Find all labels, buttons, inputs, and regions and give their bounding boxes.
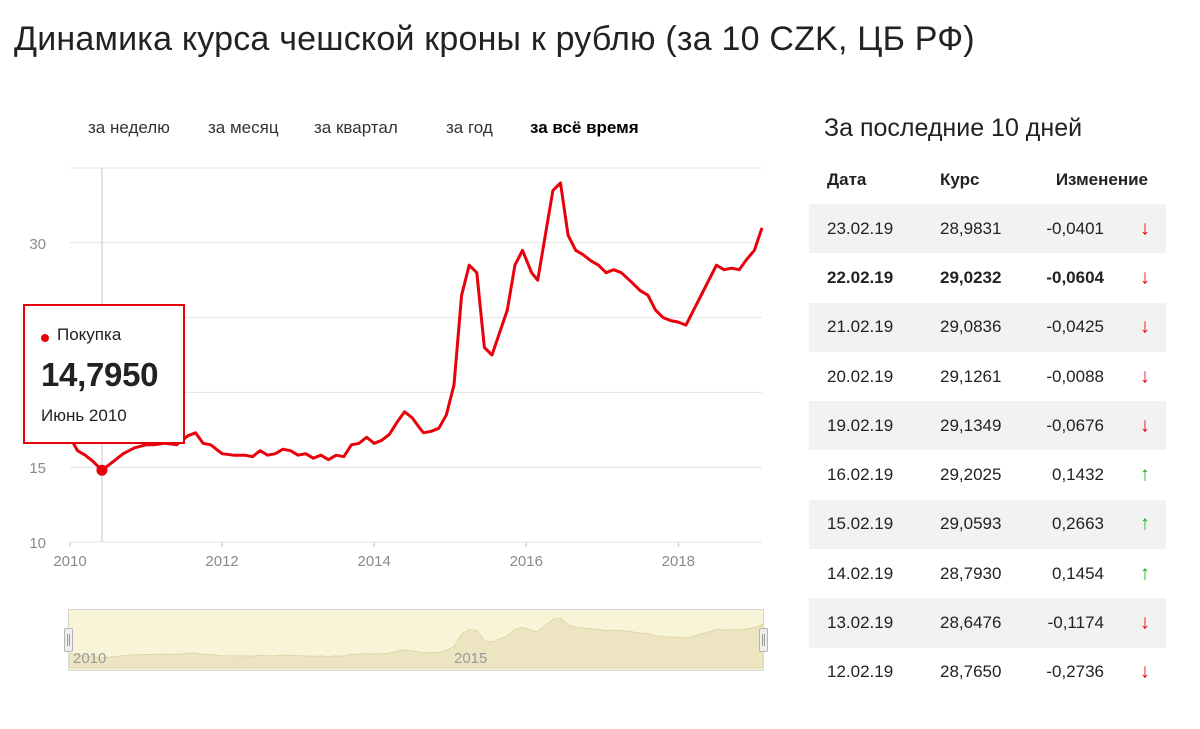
row-rate: 28,9831: [940, 218, 1002, 238]
y-tick-label: 10: [29, 535, 46, 552]
row-rate: 29,1349: [940, 415, 1002, 435]
row-change: -0,1174: [1047, 613, 1104, 633]
table-row: 20.02.19 29,1261 -0,0088 ↓: [809, 352, 1166, 401]
highlight-point: [96, 464, 108, 476]
row-change: -0,0676: [1046, 415, 1104, 435]
row-date: 20.02.19: [827, 366, 894, 386]
table-row: 12.02.19 28,7650 -0,2736 ↓: [809, 648, 1166, 697]
tooltip-value: 14,7950: [41, 356, 159, 393]
row-rate: 28,7650: [940, 662, 1002, 682]
arrow-down-icon: ↓: [1140, 315, 1150, 338]
table-row: 15.02.19 29,0593 0,2663 ↑: [809, 499, 1166, 550]
table-row: 13.02.19 28,6476 -0,1174 ↓: [809, 598, 1166, 648]
page-title: Динамика курса чешской кроны к рублю (за…: [14, 20, 975, 58]
row-change: -0,0088: [1046, 366, 1104, 386]
row-date: 21.02.19: [827, 317, 894, 337]
row-date: 15.02.19: [827, 514, 894, 534]
period-year[interactable]: за год: [446, 118, 493, 137]
x-tick-label: 2016: [510, 553, 543, 570]
header-date: Дата: [827, 170, 867, 189]
row-rate: 29,2025: [940, 465, 1002, 485]
row-change: 0,1432: [1052, 465, 1104, 485]
rates-table: Дата Курс Изменение 23.02.19 28,9831 -0,04…: [809, 158, 1166, 697]
y-tick-label: 15: [29, 460, 46, 477]
line-chart[interactable]: 10 15 30 2010 2012 2014 2016 2018: [0, 150, 790, 590]
arrow-down-icon: ↓: [1140, 365, 1150, 388]
series-line: [68, 181, 764, 472]
x-tick-label: 2010: [53, 553, 86, 570]
table-row: 22.02.19 29,0232 -0,0604 ↓: [809, 253, 1166, 302]
navigator-label-2015: 2015: [454, 650, 488, 667]
navigator-area: [69, 617, 763, 669]
row-rate: 29,0836: [940, 317, 1002, 337]
header-rate: Курс: [940, 170, 980, 189]
series-marker-icon: [41, 334, 49, 342]
table-header: Дата Курс Изменение: [809, 158, 1166, 204]
arrow-up-icon: ↑: [1140, 562, 1150, 585]
row-date: 13.02.19: [827, 613, 894, 633]
table-row: 19.02.19 29,1349 -0,0676 ↓: [809, 401, 1166, 451]
row-rate: 28,6476: [940, 613, 1002, 633]
row-date: 14.02.19: [827, 563, 894, 583]
row-date: 22.02.19: [827, 267, 894, 287]
table-row: 21.02.19 29,0836 -0,0425 ↓: [809, 302, 1166, 352]
navigator-left-handle[interactable]: [64, 628, 73, 652]
row-rate: 28,7930: [940, 563, 1002, 583]
row-change: -0,0425: [1046, 317, 1104, 337]
row-rate: 29,0593: [940, 514, 1002, 534]
header-change: Изменение: [1055, 170, 1148, 189]
arrow-down-icon: ↓: [1140, 266, 1150, 289]
row-change: -0,2736: [1046, 662, 1104, 682]
x-tick-label: 2018: [662, 553, 695, 570]
arrow-down-icon: ↓: [1140, 660, 1150, 683]
table-row: 16.02.19 29,2025 0,1432 ↑: [809, 450, 1166, 499]
range-navigator[interactable]: 2010 2015: [64, 609, 768, 671]
row-date: 16.02.19: [827, 465, 894, 485]
x-tick-label: 2014: [357, 553, 390, 570]
period-week[interactable]: за неделю: [88, 118, 170, 137]
navigator-right-handle[interactable]: [759, 628, 768, 652]
row-change: 0,2663: [1052, 514, 1104, 534]
tooltip-label: Покупка: [57, 325, 122, 344]
y-tick-label: 30: [29, 236, 46, 253]
chart-tooltip: Покупка 14,7950 Июнь 2010: [23, 304, 185, 444]
row-rate: 29,1261: [940, 366, 1002, 386]
period-all-time[interactable]: за всё время: [530, 118, 639, 137]
row-rate: 29,0232: [940, 267, 1002, 287]
arrow-down-icon: ↓: [1140, 217, 1150, 240]
x-tick-label: 2012: [205, 553, 238, 570]
table-row: 14.02.19 28,7930 0,1454 ↑: [809, 549, 1166, 598]
tooltip-date: Июнь 2010: [41, 406, 127, 425]
table-row: 23.02.19 28,9831 -0,0401 ↓: [809, 204, 1166, 254]
navigator-overview: [69, 617, 763, 669]
arrow-up-icon: ↑: [1140, 512, 1150, 535]
period-quarter[interactable]: за квартал: [314, 118, 398, 137]
row-date: 12.02.19: [827, 662, 894, 682]
arrow-up-icon: ↑: [1140, 463, 1150, 486]
row-date: 19.02.19: [827, 415, 894, 435]
row-change: -0,0604: [1046, 267, 1104, 287]
row-change: 0,1454: [1052, 563, 1104, 583]
side-title: За последние 10 дней: [824, 114, 1083, 142]
row-change: -0,0401: [1046, 218, 1104, 238]
period-month[interactable]: за месяц: [208, 118, 279, 137]
arrow-down-icon: ↓: [1140, 414, 1150, 437]
row-date: 23.02.19: [827, 218, 894, 238]
arrow-down-icon: ↓: [1140, 611, 1150, 634]
navigator-label-2010: 2010: [73, 650, 107, 667]
table-body: 23.02.19 28,9831 -0,0401 ↓ 22.02.19 29,0232 -0…: [809, 204, 1166, 697]
